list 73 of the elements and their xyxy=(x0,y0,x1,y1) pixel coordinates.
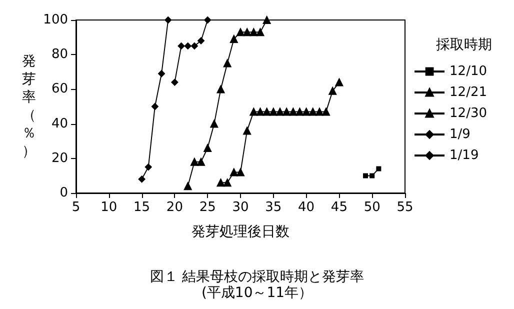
point xyxy=(269,108,278,116)
x-tick-label: 55 xyxy=(396,200,414,215)
point xyxy=(184,42,192,50)
point xyxy=(204,16,212,24)
point xyxy=(198,37,205,44)
point xyxy=(296,108,304,116)
point xyxy=(197,158,206,166)
point xyxy=(230,35,238,44)
point xyxy=(256,108,264,116)
legend-label: 12/21 xyxy=(450,85,488,100)
text: (平成10～11年） xyxy=(201,285,313,301)
x-tick-label: 50 xyxy=(364,200,380,215)
point xyxy=(223,59,232,68)
point xyxy=(335,78,344,86)
legend-label: 12/10 xyxy=(450,64,488,79)
x-tick-label: 35 xyxy=(265,200,282,215)
x-tick-label: 5 xyxy=(72,200,80,215)
point xyxy=(178,42,185,50)
point xyxy=(190,158,198,166)
y-tick-label: 60 xyxy=(51,82,68,97)
y-tick-label: 40 xyxy=(51,116,68,132)
point xyxy=(328,86,337,95)
y-tick-label: 80 xyxy=(51,47,68,62)
point xyxy=(302,108,310,116)
point xyxy=(289,108,298,116)
point xyxy=(243,28,252,36)
point xyxy=(315,108,324,116)
x-axis-title: 発芽処理後日数 xyxy=(192,224,290,240)
legend-label: 1/9 xyxy=(450,127,470,142)
point xyxy=(370,173,375,178)
x-tick-label: 45 xyxy=(330,200,348,215)
point xyxy=(184,182,192,190)
x-tick-label: 30 xyxy=(232,200,249,215)
point xyxy=(204,144,212,152)
point xyxy=(216,178,225,187)
point xyxy=(250,28,258,36)
point xyxy=(250,108,258,116)
point xyxy=(376,166,382,172)
x-tick-label: 20 xyxy=(166,200,183,215)
x-tick-label: 15 xyxy=(134,200,150,215)
text: 図１ 結果母枝の採取時期と発芽率 xyxy=(150,269,364,285)
point xyxy=(308,108,317,116)
y-tick-label: 100 xyxy=(43,12,68,28)
point xyxy=(230,168,238,176)
point xyxy=(151,103,158,110)
point xyxy=(190,42,198,50)
point xyxy=(236,168,244,176)
x-tick-label: 10 xyxy=(100,200,118,215)
point xyxy=(138,176,146,183)
point xyxy=(210,120,218,128)
x-tick-label: 25 xyxy=(199,200,216,215)
point xyxy=(171,78,178,86)
point xyxy=(216,85,225,94)
point xyxy=(236,28,244,36)
y-tick-label: 0 xyxy=(60,186,68,200)
point xyxy=(158,70,166,78)
legend-label: 12/30 xyxy=(450,106,488,121)
legend-label: 1/19 xyxy=(450,148,479,163)
point xyxy=(243,126,252,135)
point xyxy=(223,178,232,187)
point xyxy=(363,173,368,178)
y-axis-title: 発芽率（％） xyxy=(22,54,36,160)
x-tick-label: 40 xyxy=(298,200,315,215)
point xyxy=(164,16,172,24)
point xyxy=(256,28,264,36)
point xyxy=(322,108,330,116)
point xyxy=(282,108,291,116)
point xyxy=(144,164,152,171)
point xyxy=(262,108,271,116)
y-tick-label: 20 xyxy=(51,150,68,166)
legend-title: 採取時期 xyxy=(436,37,492,53)
point xyxy=(276,108,284,116)
point xyxy=(262,16,271,24)
